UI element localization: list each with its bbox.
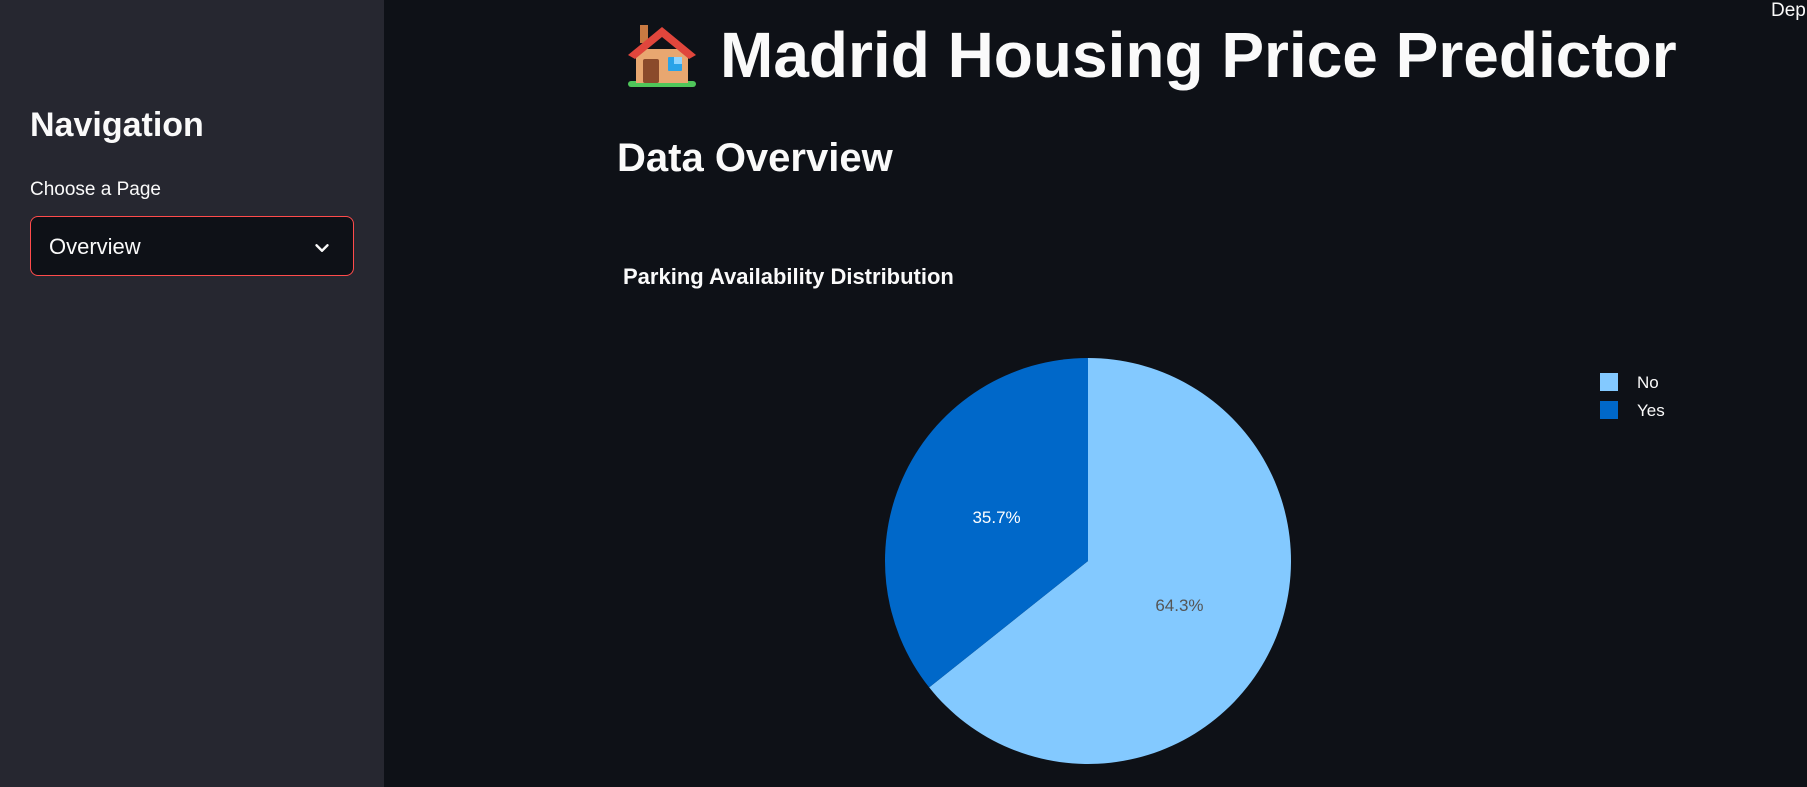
legend-swatch-no[interactable] (1600, 373, 1618, 391)
page-select[interactable]: Overview (30, 216, 354, 276)
legend-label-yes[interactable]: Yes (1637, 401, 1665, 420)
legend-label-no[interactable]: No (1637, 373, 1659, 392)
chart-legend: No Yes (1600, 373, 1665, 420)
pie-label-no: 64.3% (1155, 596, 1203, 615)
section-title: Data Overview (617, 136, 893, 180)
pie-slices (885, 358, 1291, 765)
pie-slice-no[interactable] (929, 358, 1291, 765)
pie-chart: 64.3% 35.7% No Yes (885, 358, 1665, 765)
legend-swatch-yes[interactable] (1600, 401, 1618, 419)
house-icon (628, 25, 696, 87)
pie-label-yes: 35.7% (972, 508, 1020, 527)
sidebar-title: Navigation (30, 106, 204, 144)
page-title: Madrid Housing Price Predictor (626, 18, 1677, 92)
pie-slice-yes[interactable] (885, 358, 1088, 688)
chart-title: Parking Availability Distribution (623, 264, 954, 289)
page-select-value: Overview (49, 234, 141, 259)
page-select-label: Choose a Page (30, 179, 161, 200)
main-content: Dep Madrid Housing Price Predictor Data … (384, 0, 1807, 787)
pie-labels: 64.3% 35.7% (972, 508, 1203, 615)
deploy-button[interactable]: Dep (1771, 0, 1806, 21)
app-title-text: Madrid Housing Price Predictor (720, 19, 1677, 91)
chevron-down-icon (315, 244, 329, 252)
sidebar: Navigation Choose a Page Overview (0, 0, 384, 787)
